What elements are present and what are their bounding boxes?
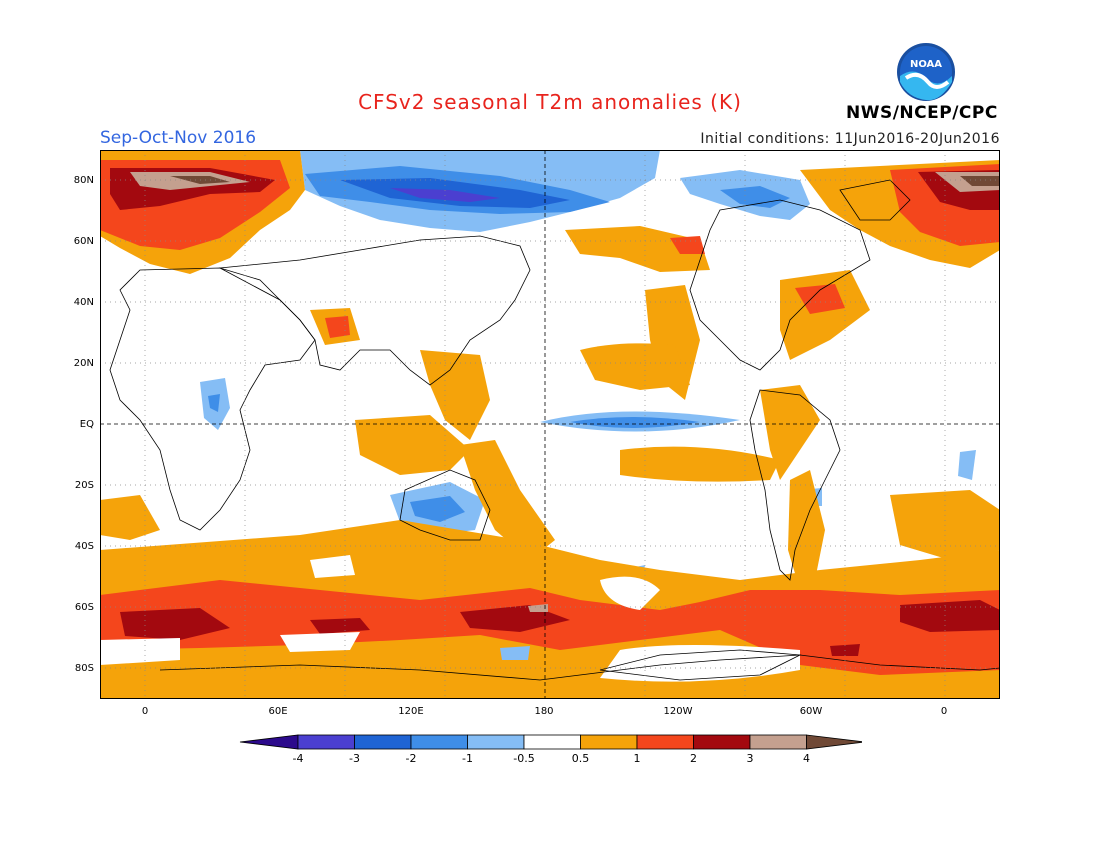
legend-tick-label: -0.5: [513, 752, 535, 765]
anomaly-map: [100, 150, 1000, 699]
warm-anomaly-layer: [100, 150, 1000, 699]
legend-tick-label: 1: [633, 752, 641, 765]
lat-label-20n: 20N: [73, 358, 94, 369]
chart-title: CFSv2 seasonal T2m anomalies (K): [358, 90, 742, 114]
legend-arrow-low: [239, 734, 299, 750]
cool-anomaly-layer: [200, 150, 976, 598]
lat-label-40s: 40S: [74, 541, 94, 552]
legend-tick-label: 4: [803, 752, 810, 765]
legend-tick-label: -4: [292, 752, 304, 765]
legend-tick-label: -3: [349, 752, 360, 765]
lon-label-0-right: 0: [940, 706, 948, 717]
lat-label-40n: 40N: [73, 297, 94, 308]
lat-label-eq: EQ: [79, 419, 94, 430]
color-legend: [239, 734, 862, 750]
lat-label-60n: 60N: [73, 236, 94, 247]
legend-swatch: [749, 734, 807, 750]
legend-tick-label: -2: [405, 752, 417, 765]
noaa-logo-text: NOAA: [910, 59, 942, 70]
coastlines: [109, 179, 1000, 681]
legend-arrow-high: [806, 734, 862, 750]
lon-label-120e: 120E: [398, 706, 424, 717]
legend-tick-label: -1: [462, 752, 473, 765]
legend-swatch: [580, 734, 638, 750]
legend-tick-label: 0.5: [571, 752, 590, 765]
legend-swatch: [636, 734, 694, 750]
agency-label: NWS/NCEP/CPC: [846, 103, 998, 123]
map-grid: [100, 150, 1000, 699]
legend-swatch: [467, 734, 525, 750]
lat-label-60s: 60S: [74, 602, 94, 613]
noaa-logo: NOAA: [897, 43, 955, 101]
legend-swatch: [693, 734, 751, 750]
legend-swatch: [410, 734, 468, 750]
lon-label-180: 180: [534, 706, 554, 717]
lon-label-0: 0: [141, 706, 149, 717]
lat-label-80s: 80S: [74, 663, 94, 674]
season-label: Sep-Oct-Nov 2016: [100, 128, 257, 148]
lat-label-20s: 20S: [74, 480, 94, 491]
legend-tick-label: 2: [690, 752, 697, 765]
legend-swatch: [523, 734, 581, 750]
lon-label-120w: 120W: [663, 706, 693, 717]
legend-tick-label: 3: [746, 752, 754, 765]
legend-swatch: [354, 734, 412, 750]
lat-label-80n: 80N: [73, 175, 94, 186]
lon-label-60e: 60E: [268, 706, 288, 717]
legend-swatch: [297, 734, 355, 750]
initial-conditions-label: Initial conditions: 11Jun2016-20Jun2016: [700, 131, 1000, 147]
lon-label-60w: 60W: [799, 706, 823, 717]
